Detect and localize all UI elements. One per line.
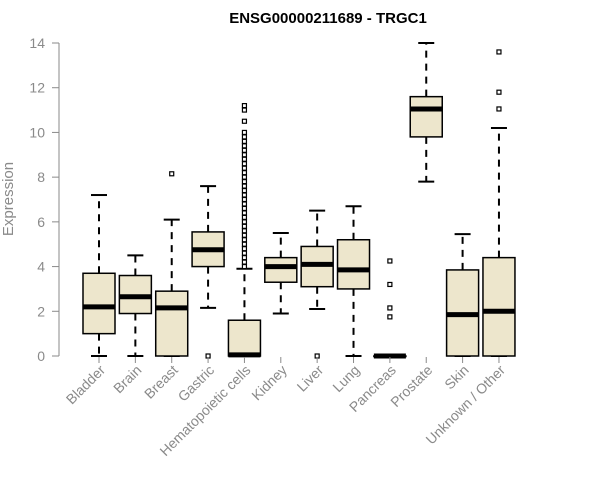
y-tick-label: 14 <box>29 35 45 51</box>
outlier-point <box>241 107 248 113</box>
outlier-point <box>241 196 248 203</box>
box-iqr <box>482 256 516 357</box>
box-unknown-other <box>482 49 516 357</box>
outlier-point <box>241 147 248 153</box>
outlier-point <box>241 259 248 265</box>
outlier-point <box>241 250 248 256</box>
outlier-point <box>241 255 248 261</box>
outlier-point <box>241 210 248 216</box>
outlier-point <box>241 223 248 229</box>
outlier-point <box>169 171 175 177</box>
outlier-point <box>241 263 248 270</box>
x-tick-label: Brain <box>110 362 144 396</box>
outlier-point <box>241 179 248 185</box>
outlier-point <box>387 281 393 288</box>
outlier-point <box>241 214 248 220</box>
outlier-point <box>241 165 248 171</box>
outlier-point <box>241 138 248 144</box>
y-axis-label: Expression <box>0 162 17 236</box>
x-tick-label: Bladder <box>63 362 109 408</box>
box-kidney <box>264 232 298 315</box>
box-gastric <box>191 185 225 359</box>
outlier-point <box>241 187 248 194</box>
box-iqr <box>336 238 371 290</box>
box-breast <box>154 171 189 357</box>
box-iqr <box>409 95 443 138</box>
outlier-point <box>241 237 248 243</box>
box-brain <box>118 254 153 357</box>
y-tick-label: 8 <box>37 169 45 185</box>
outlier-point <box>496 106 502 112</box>
chart-title: ENSG00000211689 - TRGC1 <box>229 10 427 27</box>
outlier-point <box>241 246 248 252</box>
outlier-point <box>241 241 248 247</box>
outlier-point <box>241 192 248 198</box>
y-tick-label: 2 <box>37 303 45 319</box>
y-axis-ticks: 0 2 4 6 8 10 12 14 <box>29 35 59 364</box>
outlier-point <box>241 129 248 136</box>
y-tick-label: 12 <box>29 80 45 96</box>
box-hematopoietic-cells <box>227 102 262 358</box>
outlier-point <box>241 201 248 207</box>
box-iqr <box>82 272 116 335</box>
outlier-point <box>241 118 248 124</box>
outlier-point <box>241 156 248 162</box>
outlier-point <box>241 232 248 238</box>
outlier-point <box>241 228 248 234</box>
x-tick-label: Kidney <box>248 362 290 404</box>
box-iqr <box>154 290 189 357</box>
outlier-point <box>241 152 248 158</box>
outlier-point <box>241 134 248 140</box>
x-tick-label: Lung <box>329 362 362 395</box>
y-tick-label: 6 <box>37 214 45 230</box>
x-tick-label: Liver <box>294 362 327 395</box>
outlier-point <box>387 305 393 311</box>
box-iqr <box>227 319 262 357</box>
box-lung <box>336 205 371 357</box>
outlier-point <box>387 258 393 264</box>
outlier-point <box>241 174 248 180</box>
x-tick-label: Breast <box>141 362 181 402</box>
outlier-point <box>241 143 248 149</box>
box-bladder <box>82 194 116 357</box>
outlier-point <box>387 314 393 320</box>
box-skin <box>445 233 480 357</box>
outlier-point <box>241 205 248 212</box>
outlier-point <box>496 89 502 95</box>
y-tick-label: 10 <box>29 124 45 140</box>
outlier-point <box>241 183 248 189</box>
box-series <box>82 42 516 359</box>
box-iqr <box>264 256 298 283</box>
outlier-point <box>241 219 248 225</box>
box-prostate <box>409 42 443 183</box>
x-tick-label: Skin <box>441 362 472 393</box>
box-liver <box>300 209 334 359</box>
y-tick-label: 0 <box>37 348 45 364</box>
box-pancreas <box>373 258 407 359</box>
outlier-point <box>496 49 502 55</box>
outlier-point <box>241 102 248 109</box>
outlier-point <box>241 161 248 167</box>
y-tick-label: 4 <box>37 259 45 275</box>
outlier-point <box>241 170 248 176</box>
